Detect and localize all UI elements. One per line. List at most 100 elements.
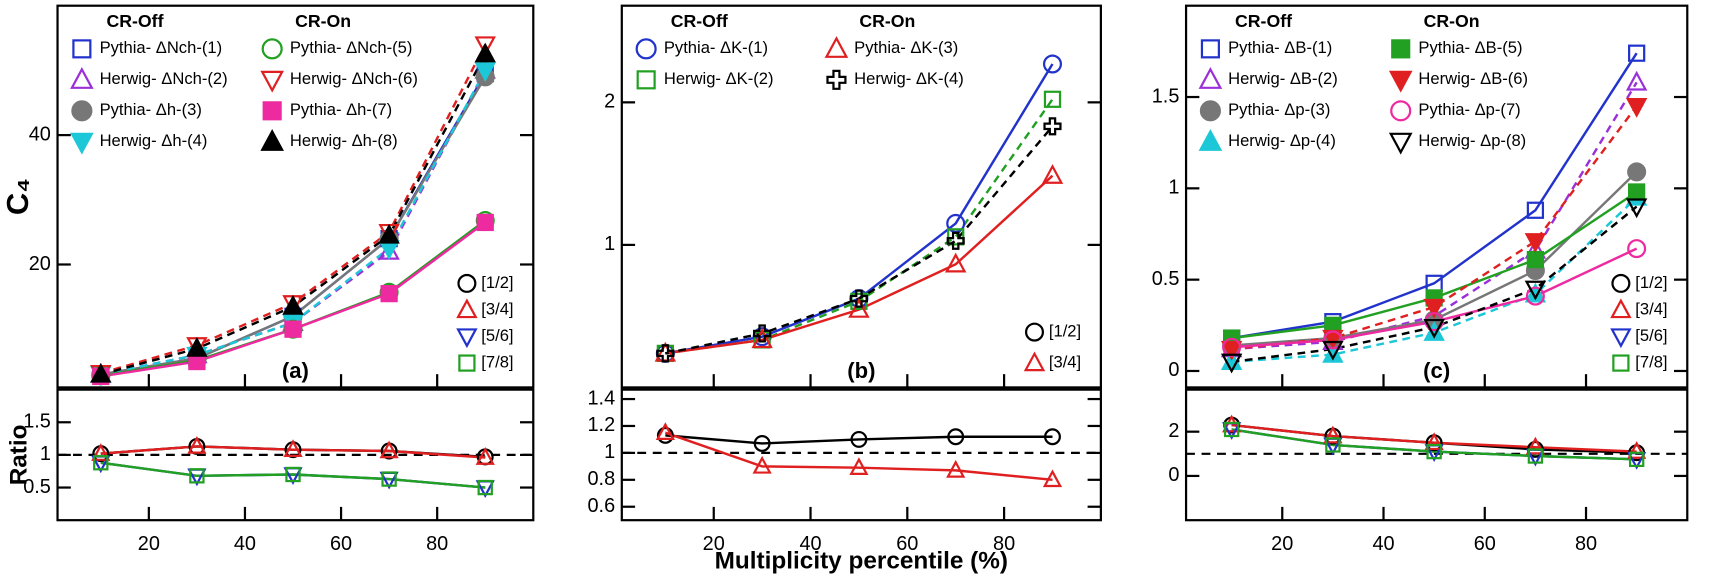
data-marker <box>1628 44 1646 62</box>
data-marker <box>476 213 494 232</box>
legend-label: Herwig- ΔB-(2) <box>1228 69 1338 88</box>
data-marker <box>1220 340 1243 361</box>
data-marker <box>187 435 207 454</box>
data-marker <box>1042 469 1063 488</box>
legend-label: Herwig- ΔNch-(6) <box>290 69 418 88</box>
data-marker <box>1423 298 1445 319</box>
y-tick-label: 1.5 <box>23 411 51 433</box>
legend-marker <box>636 70 656 90</box>
x-tick-label: 20 <box>138 533 160 555</box>
data-marker <box>90 362 112 383</box>
y-tick-label: 0.6 <box>587 495 615 517</box>
data-marker <box>946 231 965 250</box>
legend-label: Pythia- ΔNch-(1) <box>100 38 223 57</box>
legend-marker <box>456 298 478 319</box>
legend-label: [5/6] <box>481 326 513 345</box>
y-tick-label: 0 <box>1168 359 1179 381</box>
x-axis-title: Multiplicity percentile (%) <box>715 548 1008 575</box>
y-tick-label: 20 <box>29 253 51 275</box>
data-marker <box>947 228 965 246</box>
legend-marker <box>1612 354 1630 372</box>
series-line <box>665 174 1054 355</box>
y-tick-label: 40 <box>29 123 51 145</box>
legend-marker <box>260 70 284 93</box>
data-marker <box>477 479 493 496</box>
data-marker <box>751 328 773 349</box>
data-marker <box>1525 286 1545 306</box>
legend-label: [5/6] <box>1635 326 1667 345</box>
legend-marker <box>456 328 478 349</box>
data-marker <box>474 62 496 83</box>
data-marker <box>947 428 965 446</box>
legend-title: CR-Off <box>671 11 728 31</box>
legend-marker <box>260 129 284 151</box>
data-marker <box>91 443 111 461</box>
legend-label: [3/4] <box>481 299 513 318</box>
legend-marker <box>1391 39 1411 59</box>
data-marker <box>285 466 301 483</box>
y-tick-label: 0.5 <box>1152 268 1180 290</box>
legend-label: Herwig- ΔK-(2) <box>664 69 774 88</box>
data-marker <box>475 447 495 465</box>
data-marker <box>1044 428 1061 446</box>
legend-marker <box>1388 70 1413 93</box>
data-marker <box>1323 330 1343 350</box>
series-line <box>100 445 486 459</box>
legend-label: [1/2] <box>481 273 513 292</box>
legend-label: Herwig- ΔB-(6) <box>1418 69 1528 88</box>
x-tick-label: 40 <box>234 533 256 555</box>
plot-frame <box>56 4 535 389</box>
data-marker <box>946 459 966 478</box>
legend-label: Pythia- ΔB-(1) <box>1228 38 1332 57</box>
ratio-panel: 0.6 0.8 1 1.2 1.4 20 40 60 80 [1/2] [3/4] Multiplic… <box>587 321 1102 575</box>
legend-label: Herwig- Δp-(4) <box>1228 131 1336 150</box>
plot-frame <box>620 4 1102 389</box>
data-marker <box>1526 250 1545 269</box>
y-tick-label: 0.8 <box>587 468 615 490</box>
legend-label: Pythia- Δp-(7) <box>1418 100 1520 119</box>
panel-label: (a) <box>282 358 309 383</box>
series-line <box>665 434 1053 445</box>
legend-marker <box>826 69 847 90</box>
series-line <box>1231 52 1638 340</box>
legend-marker <box>1388 132 1413 155</box>
data-marker <box>1625 97 1648 118</box>
data-marker <box>1223 421 1240 438</box>
legend-title: CR-On <box>295 11 351 31</box>
x-tick-label: 60 <box>1474 533 1496 555</box>
legend-label: [1/2] <box>1635 273 1667 292</box>
y-tick-label: 0 <box>1168 464 1179 486</box>
data-marker <box>1323 425 1343 444</box>
data-marker <box>848 297 870 318</box>
data-marker <box>1526 201 1545 219</box>
legend-label: Herwig- ΔK-(4) <box>854 69 964 88</box>
legend-label: Herwig- ΔNch-(2) <box>100 69 228 88</box>
y-tick-label: 1 <box>604 233 615 255</box>
legend-marker <box>261 38 283 60</box>
legend-marker <box>70 132 94 155</box>
legend-marker <box>458 354 476 372</box>
data-marker <box>1627 162 1647 182</box>
panel-label: (b) <box>847 358 875 383</box>
data-marker <box>753 324 772 343</box>
data-marker <box>1628 451 1645 468</box>
y-tick-label: 1 <box>1168 177 1179 199</box>
x-tick-label: 40 <box>1372 533 1394 555</box>
data-marker <box>1423 318 1445 339</box>
legend-label: Pythia- ΔK-(3) <box>854 38 958 57</box>
data-marker <box>849 289 868 308</box>
legend-marker <box>1390 100 1412 122</box>
x-tick-label: 60 <box>896 533 918 555</box>
data-marker <box>93 455 109 471</box>
data-marker <box>850 430 868 448</box>
data-marker <box>381 471 397 487</box>
legend-marker <box>457 273 477 293</box>
legend-marker <box>1023 351 1046 372</box>
y-tick-label: 1 <box>40 443 51 465</box>
data-marker <box>379 440 399 459</box>
x-tick-label: 80 <box>426 533 448 555</box>
legend-marker <box>1199 100 1221 122</box>
legend-label: Pythia- Δh-(7) <box>290 100 392 119</box>
x-tick-label: 80 <box>993 533 1015 555</box>
legend-label: Pythia- ΔK-(1) <box>664 38 768 57</box>
